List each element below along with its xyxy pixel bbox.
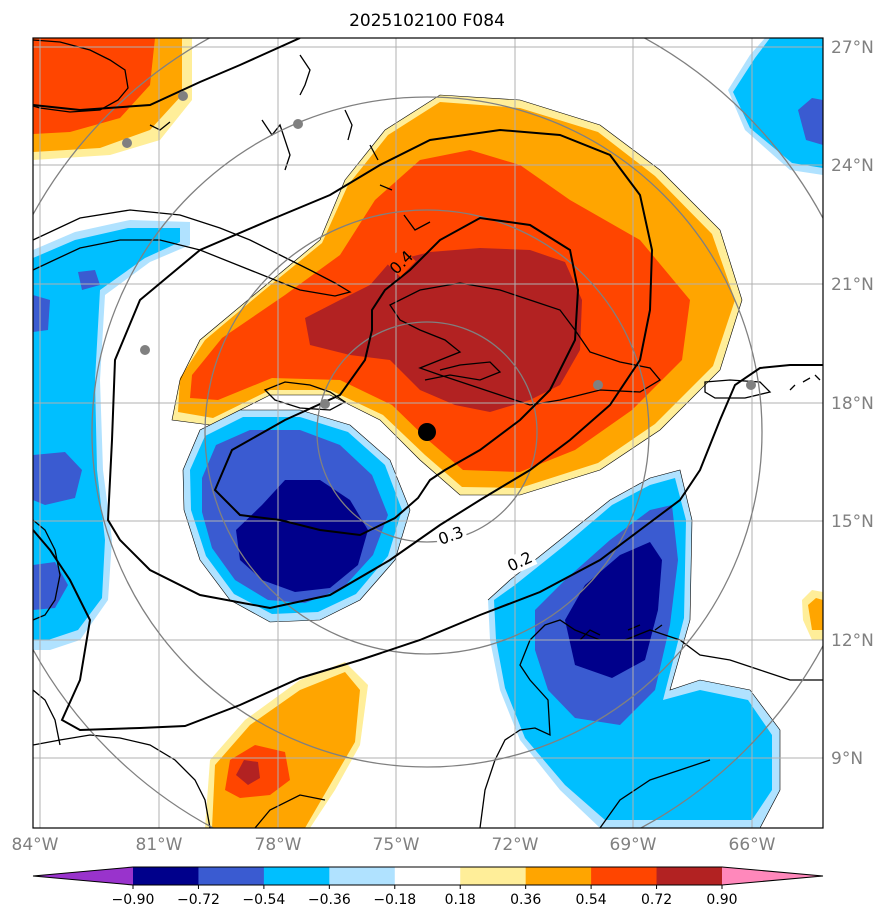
- chart-title: 2025102100 F084: [349, 11, 505, 31]
- negative-anomaly-blue-west-3: [33, 452, 82, 505]
- negative-anomaly-cyan-west: [33, 228, 180, 640]
- lon-tick-78: 78°W: [255, 835, 302, 855]
- colorbar-swatch: [329, 867, 396, 885]
- positive-anomaly-east-orange: [808, 598, 823, 630]
- graticule: [33, 38, 823, 828]
- lat-tick-9: 9°N: [831, 749, 863, 769]
- colorbar-swatch: [263, 867, 330, 885]
- contour-0.3: [106, 128, 654, 610]
- map-field: 0.4 0.3 0.2: [33, 38, 823, 828]
- lat-tick-24: 24°N: [831, 156, 874, 176]
- colorbar-swatch: [460, 867, 527, 885]
- colorbar-swatch: [394, 867, 461, 885]
- colorbar-swatch: [525, 867, 592, 885]
- colorbar-extend-low: [33, 867, 133, 885]
- lon-tick-66: 66°W: [729, 835, 776, 855]
- colorbar-tick-label: 0.72: [641, 892, 672, 908]
- colorbar-tick-label: −0.72: [177, 892, 220, 908]
- lon-tick-72: 72°W: [492, 835, 539, 855]
- colorbar: −0.90 −0.72 −0.54 −0.36 −0.18 0.18 0.36 0.54 0.7…: [32, 866, 824, 908]
- storm-center-marker: [418, 423, 436, 441]
- colorbar-swatch: [133, 867, 199, 885]
- colorbar-tick-label: −0.36: [308, 892, 351, 908]
- contours: [33, 38, 823, 732]
- positive-anomaly-red: [33, 38, 155, 134]
- lat-tick-27: 27°N: [831, 38, 874, 58]
- lat-tick-21: 21°N: [831, 275, 874, 295]
- colorbar-tick-label: 0.36: [510, 892, 541, 908]
- colorbar-tick-label: 0.54: [576, 892, 607, 908]
- lat-tick-15: 15°N: [831, 512, 874, 532]
- lon-tick-75: 75°W: [373, 835, 420, 855]
- negative-anomaly-blue-west-2: [78, 270, 100, 290]
- lat-ticks: 27°N 24°N 21°N 18°N 15°N 12°N 9°N: [831, 38, 874, 769]
- range-rings: [33, 38, 823, 828]
- coastlines: [33, 39, 823, 828]
- colorbar-swatch: [198, 867, 265, 885]
- negative-anomaly-blue-west-1: [33, 295, 50, 332]
- contour-0.2: [33, 38, 823, 732]
- colorbar-swatch: [591, 867, 658, 885]
- lat-tick-18: 18°N: [831, 394, 874, 414]
- lon-tick-84: 84°W: [12, 835, 59, 855]
- lon-tick-69: 69°W: [610, 835, 657, 855]
- lon-ticks: 84°W 81°W 78°W 75°W 72°W 69°W 66°W: [12, 835, 776, 855]
- colorbar-swatch: [656, 867, 723, 885]
- station-markers: [122, 91, 756, 409]
- colorbar-tick-label: −0.54: [242, 892, 285, 908]
- colorbar-tick-label: 0.90: [706, 892, 737, 908]
- positive-anomaly-darkred-south: [236, 760, 260, 785]
- anomaly-outline: [171, 94, 781, 828]
- colorbar-tick-label: −0.18: [373, 892, 416, 908]
- colorbar-tick-label: −0.90: [112, 892, 155, 908]
- negative-anomaly-cyan-ne: [733, 38, 823, 168]
- colorbar-tick-label: 0.18: [445, 892, 476, 908]
- map-frame: [32, 37, 824, 829]
- negative-anomaly-blue-ne: [798, 98, 823, 145]
- colorbar-extend-high: [722, 867, 823, 885]
- positive-anomaly-darkred-main: [305, 248, 582, 412]
- contour-0.4: [213, 216, 580, 537]
- negative-anomaly-darkblue-center: [236, 480, 368, 592]
- lon-tick-81: 81°W: [136, 835, 183, 855]
- negative-anomaly-darkblue-se: [565, 542, 662, 678]
- lat-tick-12: 12°N: [831, 631, 874, 651]
